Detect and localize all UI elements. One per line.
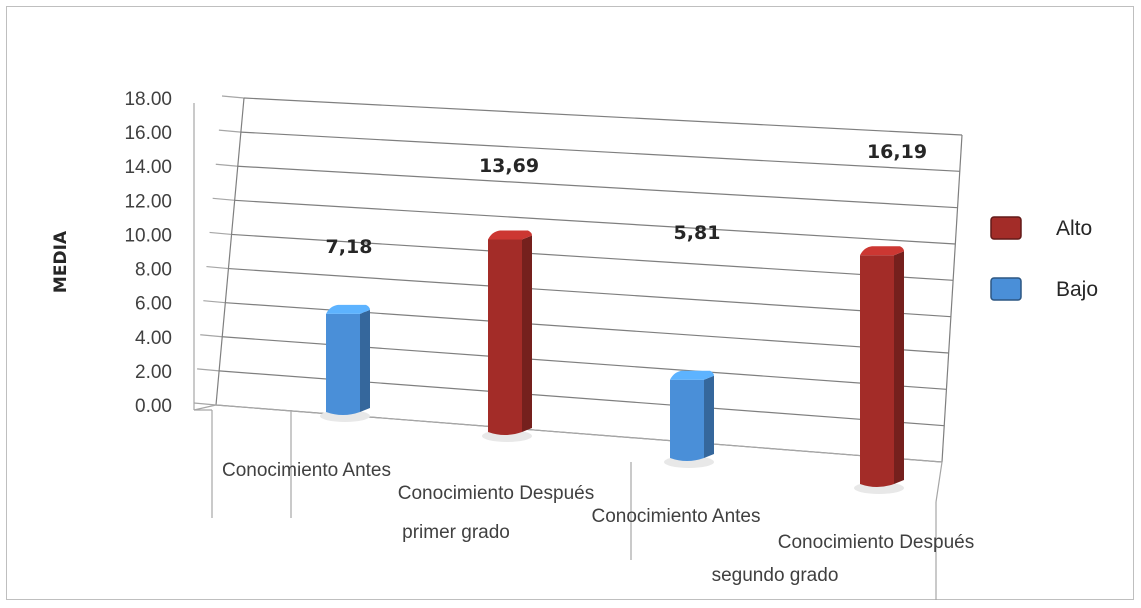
gridline [231, 233, 954, 281]
gridline [237, 165, 958, 209]
y-tick-label: 12.00 [124, 191, 172, 212]
y-tick-label: 8.00 [135, 260, 172, 281]
gridline-side [215, 163, 238, 167]
bar-top [670, 370, 714, 380]
y-tick-label: 0.00 [135, 396, 172, 417]
bar-top [860, 246, 904, 256]
data-label: 7,18 [326, 236, 373, 258]
gridline [234, 199, 956, 245]
data-label: 16,19 [867, 141, 927, 163]
gridline-side [212, 197, 235, 201]
y-tick-label: 18.00 [124, 89, 172, 110]
gridline [240, 131, 960, 172]
bars [320, 230, 904, 494]
bar-side [704, 375, 714, 458]
bar-top [326, 304, 370, 314]
data-labels: 7,18 13,69 5,81 16,19 [326, 141, 928, 258]
bar-bajo [664, 370, 714, 468]
legend-label-alto: Alto [1056, 217, 1092, 240]
data-label: 13,69 [479, 155, 539, 177]
gridline-side [206, 265, 229, 270]
legend-swatch-alto [990, 216, 1022, 240]
gridline [228, 267, 951, 318]
bar-front [860, 255, 894, 487]
gridlines [193, 95, 963, 463]
category-label: Conocimiento Antes [592, 506, 761, 527]
bar-front [326, 313, 360, 415]
category-label: Conocimiento Antes [222, 460, 391, 481]
data-label: 5,81 [674, 222, 721, 244]
category-label: segundo grado [712, 565, 839, 586]
legend-swatch-bajo [990, 277, 1022, 301]
category-label: primer grado [402, 522, 510, 543]
y-tick-label: 16.00 [124, 123, 172, 144]
gridline-side [193, 402, 217, 406]
category-label: Conocimiento Después [778, 532, 974, 553]
category-label: Conocimiento Después [398, 483, 594, 504]
bar-alto [854, 246, 904, 494]
bar-alto [482, 230, 532, 442]
legend-label-bajo: Bajo [1056, 278, 1098, 301]
y-tick-labels: 0.00 2.00 4.00 6.00 8.00 10.00 12.00 14.00 16.00… [124, 89, 172, 417]
gridline-side [200, 334, 223, 338]
gridline [243, 97, 963, 136]
y-tick-label: 2.00 [135, 362, 172, 383]
y-tick-label: 6.00 [135, 294, 172, 315]
bar-side [360, 309, 370, 412]
bar-front [670, 379, 704, 461]
gridline-side [197, 368, 220, 372]
gridline-side [209, 231, 232, 236]
right-wall-edge [941, 134, 963, 463]
gridline-side [218, 129, 241, 133]
y-tick-label: 4.00 [135, 328, 172, 349]
bar-bajo [320, 304, 370, 422]
bar-side [894, 251, 904, 484]
gridline-side [203, 300, 226, 304]
y-axis-label: MEDIA [51, 230, 71, 293]
bar-top [488, 230, 532, 240]
bar-side [522, 235, 532, 432]
axes [193, 97, 963, 600]
y-axis-back [215, 97, 245, 406]
floor-edge [193, 404, 943, 503]
y-tick-label: 10.00 [124, 225, 172, 246]
y-tick-label: 14.00 [124, 157, 172, 178]
gridline-side [221, 95, 245, 99]
bar-front [488, 239, 522, 435]
legend: Alto Bajo [990, 216, 1098, 301]
